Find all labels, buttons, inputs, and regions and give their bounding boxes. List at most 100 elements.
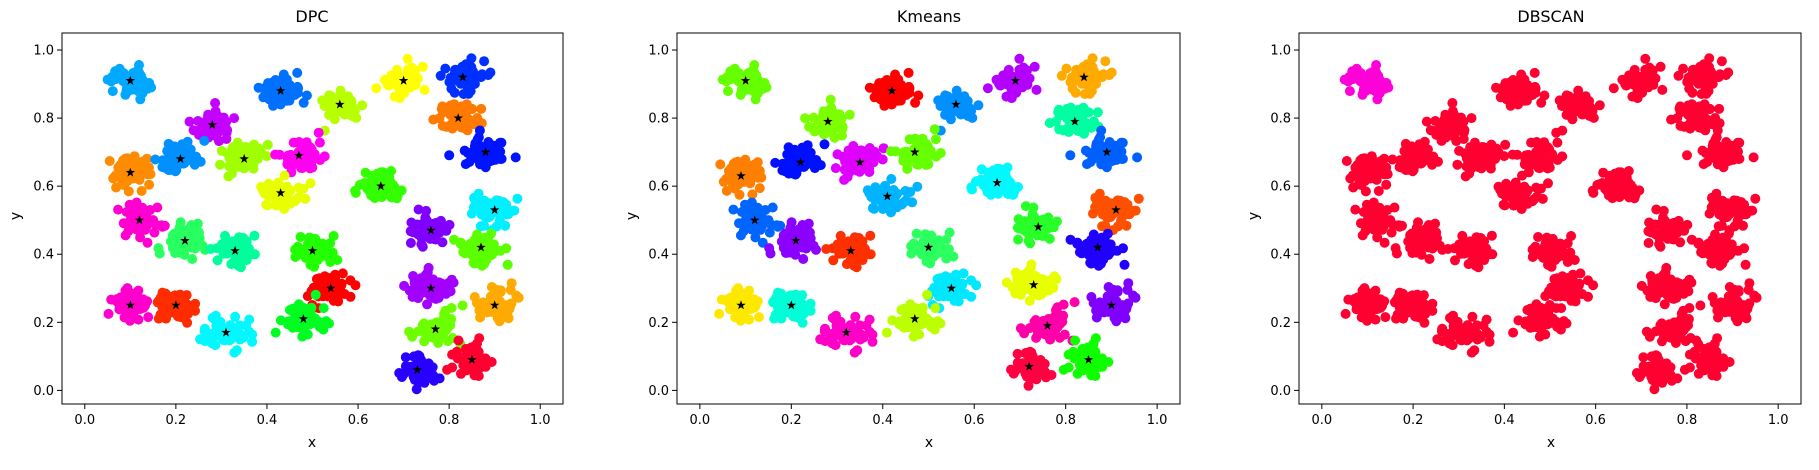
data-point [843,145,854,156]
center-star [910,313,920,323]
center-star [221,327,231,337]
data-point [1413,217,1423,228]
data-point [347,102,358,113]
y-tick-label: 0.4 [648,248,669,263]
data-point [142,153,152,164]
data-point [894,316,905,327]
center-star [791,235,801,245]
center-star [1106,300,1117,310]
center-star [1079,72,1089,82]
cluster [862,174,923,218]
data-point [458,89,469,99]
data-point [1723,67,1734,78]
data-point [112,294,123,304]
cluster [728,197,786,248]
data-point [1357,230,1368,241]
data-point [1341,156,1352,166]
data-point [1036,289,1047,300]
center-star [736,300,746,310]
data-point [890,73,901,84]
data-point [855,329,866,339]
data-point [310,317,321,328]
data-point [1097,221,1108,232]
data-point [958,268,969,279]
center-star [1111,205,1121,214]
data-point [869,92,880,103]
data-point [1054,104,1064,115]
cluster [1666,99,1725,136]
center-star [171,300,181,310]
data-point [1704,53,1715,64]
data-point [207,312,218,323]
data-point [304,232,315,243]
y-tick-label: 0.2 [33,316,54,331]
center-star [376,181,386,191]
data-point [506,278,517,289]
data-point [752,157,763,168]
data-point [402,64,413,75]
data-point [1352,159,1363,170]
cluster [469,278,524,327]
data-point [944,104,955,115]
data-point [150,154,161,165]
cluster [270,127,330,178]
data-point [1088,229,1099,240]
data-point [1100,56,1111,67]
data-point [1419,154,1430,165]
data-point [466,208,477,219]
data-point [723,86,733,97]
data-point [182,136,193,147]
data-point [507,205,518,216]
scatter-points [102,53,524,395]
data-point [1567,114,1578,125]
data-point [1505,88,1515,99]
data-point [1732,137,1743,148]
data-point [476,201,486,212]
data-point [199,135,210,146]
data-point [1360,186,1371,197]
data-point [1612,190,1623,200]
data-point [748,294,759,305]
data-point [406,217,417,228]
data-point [864,82,875,93]
data-point [776,313,787,324]
data-point [424,364,435,375]
data-point [1422,233,1433,243]
data-point [131,197,142,208]
data-point [1473,238,1484,248]
data-point [1406,141,1417,152]
subplot-title: Kmeans [897,7,961,26]
center-star [294,150,304,160]
data-point [1519,193,1530,203]
data-point [338,288,349,299]
data-point [1516,203,1527,214]
center-star [846,245,856,255]
scatter-points [714,53,1144,391]
data-point [106,76,117,87]
data-point [865,230,876,241]
data-point [268,100,279,111]
y-tick-label: 0.8 [648,112,669,127]
data-point [405,238,416,248]
center-star [750,215,760,225]
data-point [479,258,490,269]
y-axis-label: y [624,212,640,220]
data-point [166,164,177,175]
data-point [1006,179,1017,190]
data-point [1552,137,1563,148]
x-tick-label: 0.6 [348,413,369,428]
data-point [407,331,418,342]
data-point [907,197,918,208]
data-point [1578,109,1589,119]
data-point [878,88,889,99]
data-point [850,311,861,322]
data-point [293,182,304,193]
data-point [142,237,153,248]
data-point [1377,214,1388,225]
data-point [1419,136,1430,147]
data-point [475,221,486,232]
data-point [298,324,309,335]
data-point [421,329,432,340]
data-point [313,127,324,138]
cluster [1507,127,1568,178]
